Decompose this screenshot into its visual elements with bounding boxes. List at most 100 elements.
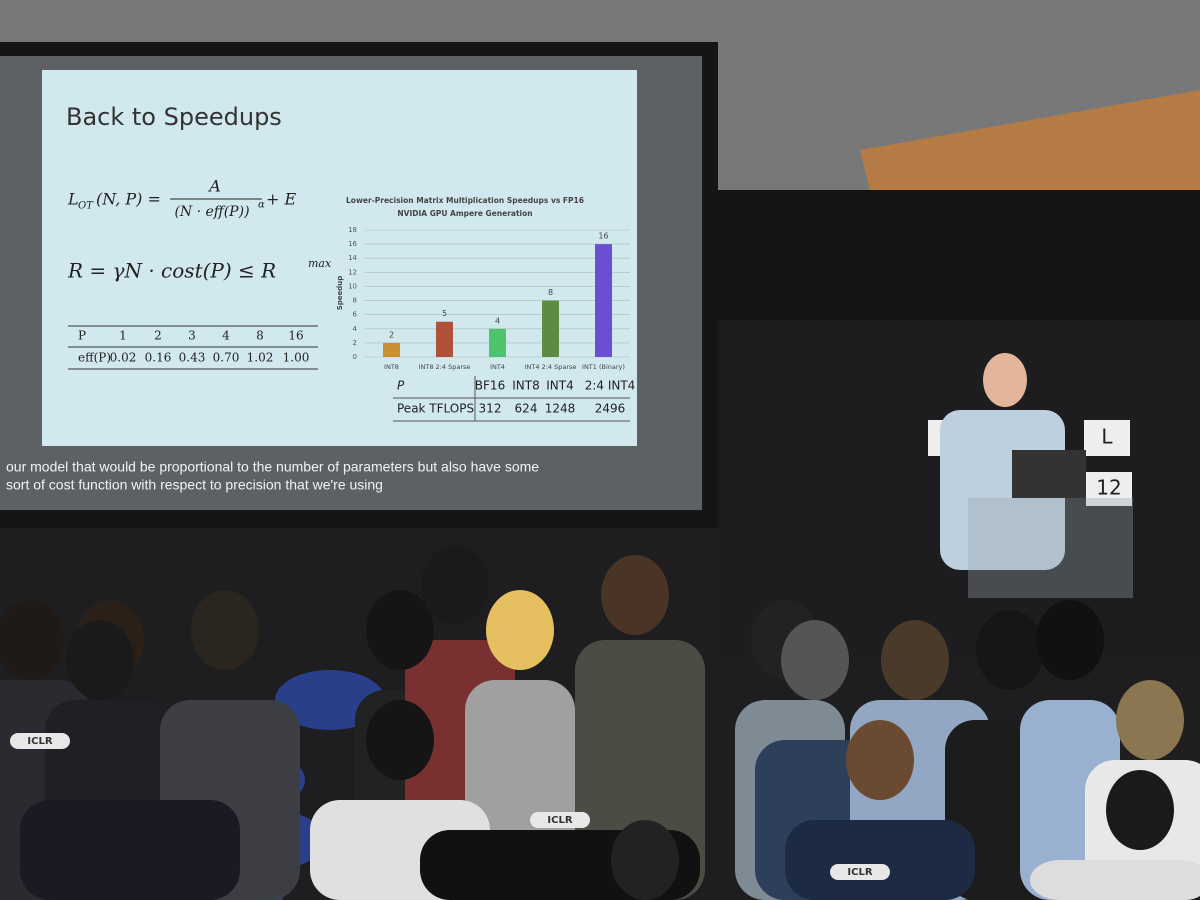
- table-cell: Peak TFLOPS: [397, 402, 474, 416]
- audience-head: [366, 590, 434, 670]
- value-label: 5: [442, 309, 447, 318]
- audience-head: [846, 720, 914, 800]
- y-tick-label: 16: [348, 240, 357, 248]
- eq-args: (N, P) =: [96, 190, 161, 209]
- badge-text: ICLR: [547, 815, 572, 826]
- bar: [595, 244, 612, 357]
- slide-title: Back to Speedups: [66, 103, 282, 131]
- value-label: 4: [495, 316, 500, 325]
- caption: sort of cost function with respect to pr…: [6, 477, 383, 493]
- table-cell: 0.16: [145, 351, 172, 365]
- equation-2: R = γN · cost(P) ≤ R max: [67, 257, 332, 283]
- table-cell: 1248: [545, 402, 576, 416]
- audience-head: [421, 545, 489, 625]
- audience-head: [486, 590, 554, 670]
- table-cell: 0.43: [179, 351, 206, 365]
- wood-wall: [860, 90, 1200, 190]
- eq2-body: R = γN · cost(P) ≤ R: [67, 259, 276, 283]
- bar: [489, 328, 506, 357]
- y-tick-label: 4: [353, 325, 358, 333]
- eq-numerator: A: [207, 177, 221, 196]
- audience-body: [1030, 860, 1200, 900]
- table-cell: 2496: [595, 402, 626, 416]
- chart-subtitle: NVIDIA GPU Ampere Generation: [397, 209, 532, 218]
- audience-head: [1106, 770, 1174, 850]
- table-cell: P: [397, 379, 405, 393]
- podium: [968, 498, 1133, 598]
- audience-head: [976, 610, 1044, 690]
- table-cell: 312: [479, 402, 502, 416]
- table-cell: 624: [515, 402, 538, 416]
- bar: [383, 342, 400, 357]
- badge-text: ICLR: [27, 736, 52, 747]
- eq-sub: OT: [78, 201, 94, 212]
- table-cell: 16: [288, 329, 303, 343]
- value-label: 16: [598, 232, 608, 241]
- badge-lanyard: [530, 812, 590, 828]
- eq2-sup: max: [308, 257, 332, 270]
- value-label: 8: [548, 288, 553, 297]
- table-cell: INT8: [512, 379, 539, 393]
- badge-lanyard: [10, 733, 70, 749]
- bar: [542, 300, 559, 357]
- audience-head: [191, 590, 259, 670]
- table-cell: 3: [188, 329, 196, 343]
- audience-body: [20, 800, 240, 900]
- y-tick-label: 6: [353, 311, 358, 319]
- eq-tail: + E: [266, 190, 296, 209]
- table-cell: INT4: [546, 379, 573, 393]
- y-tick-label: 18: [348, 226, 357, 234]
- bar: [436, 321, 453, 357]
- audience-head: [781, 620, 849, 700]
- badge-lanyard: [830, 864, 890, 880]
- audience-head: [366, 700, 434, 780]
- sign-label: L: [1101, 425, 1113, 449]
- y-tick-label: 2: [353, 339, 357, 347]
- y-tick-label: 10: [348, 282, 357, 290]
- table-cell: 4: [222, 329, 230, 343]
- chart-title: Lower-Precision Matrix Multiplication Sp…: [346, 196, 584, 205]
- table-cell: 2:4 INT4: [585, 379, 636, 393]
- y-tick-label: 12: [348, 268, 357, 276]
- eq-lhs: L: [67, 190, 79, 209]
- table-cell: 0.02: [110, 351, 137, 365]
- x-tick-label: INT4 2:4 Sparse: [525, 363, 577, 371]
- eq-exponent: α: [258, 200, 265, 211]
- table-cell: 1: [119, 329, 127, 343]
- audience-head: [611, 820, 679, 900]
- audience-head: [0, 600, 64, 680]
- badge-text: ICLR: [847, 867, 872, 878]
- sign: [1084, 420, 1130, 456]
- table-cell: P: [78, 329, 86, 343]
- speaker-head: [983, 353, 1027, 407]
- table-cell: 8: [256, 329, 264, 343]
- y-tick-label: 0: [353, 353, 357, 361]
- sign-label: 12: [1096, 476, 1121, 500]
- table-cell: 2: [154, 329, 162, 343]
- x-tick-label: INT4: [490, 363, 505, 371]
- table-cell: BF16: [475, 379, 505, 393]
- audience-head: [1116, 680, 1184, 760]
- caption: our model that would be proportional to …: [6, 459, 539, 475]
- sign: [1086, 472, 1132, 506]
- y-axis-label: Speedup: [336, 276, 344, 311]
- y-tick-label: 14: [348, 254, 357, 262]
- eq-denominator: (N · eff(P)): [174, 204, 249, 220]
- value-label: 2: [389, 330, 394, 339]
- x-tick-label: INT1 (Binary): [582, 363, 625, 371]
- audience-head: [601, 555, 669, 635]
- audience-body: [785, 820, 975, 900]
- table-cell: 0.70: [213, 351, 240, 365]
- table-cell: 1.02: [247, 351, 274, 365]
- audience-head: [66, 620, 134, 700]
- table-cell: eff(P): [78, 351, 111, 365]
- table-cell: 1.00: [283, 351, 310, 365]
- y-tick-label: 8: [353, 297, 357, 305]
- x-tick-label: INT8 2:4 Sparse: [419, 363, 471, 371]
- equation-1: L OT (N, P) = A (N · eff(P)) α + E: [67, 177, 296, 221]
- x-tick-label: INT8: [384, 363, 399, 371]
- audience-head: [1036, 600, 1104, 680]
- audience-head: [881, 620, 949, 700]
